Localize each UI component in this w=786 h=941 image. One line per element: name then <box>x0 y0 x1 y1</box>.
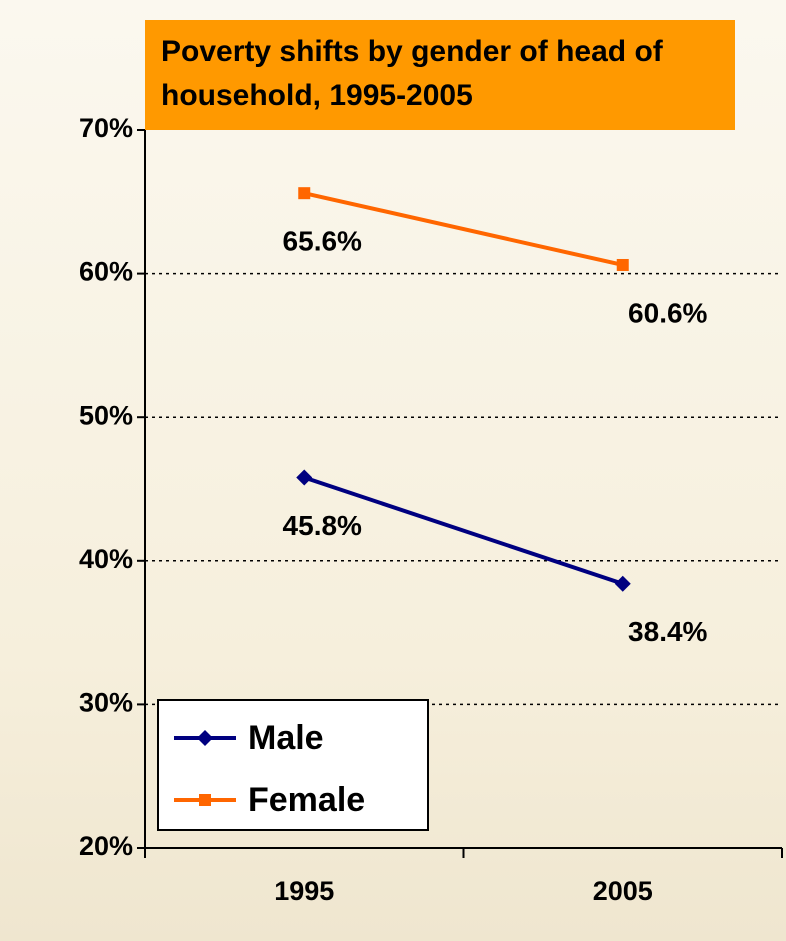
x-tick-label: 2005 <box>593 876 653 906</box>
legend-label: Female <box>248 781 365 819</box>
legend-marker <box>197 730 213 746</box>
y-tick-label: 60% <box>79 257 133 287</box>
data-point <box>296 469 313 486</box>
x-tick-label: 1995 <box>274 876 334 906</box>
data-point <box>614 575 631 592</box>
data-point <box>616 258 629 271</box>
series-line <box>303 475 624 586</box>
series-line <box>303 191 624 267</box>
data-label: 60.6% <box>628 297 707 328</box>
chart-title: Poverty shifts by gender of head of hous… <box>145 20 735 130</box>
y-tick-label: 30% <box>79 688 133 718</box>
y-tick-label: 70% <box>79 113 133 143</box>
y-tick-label: 50% <box>79 400 133 430</box>
legend-box <box>157 699 429 831</box>
legend-marker <box>199 794 211 806</box>
y-tick-label: 40% <box>79 544 133 574</box>
y-tick-label: 20% <box>79 831 133 861</box>
data-label: 45.8% <box>283 510 362 541</box>
legend-label: Male <box>248 719 324 757</box>
data-point <box>298 187 311 200</box>
data-label: 65.6% <box>283 226 362 257</box>
data-label: 38.4% <box>628 616 707 647</box>
